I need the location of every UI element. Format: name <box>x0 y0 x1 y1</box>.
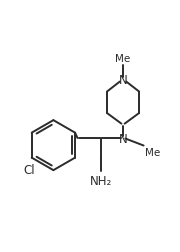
Text: N: N <box>119 74 127 87</box>
Text: Cl: Cl <box>23 163 35 176</box>
Text: NH₂: NH₂ <box>90 174 112 187</box>
Text: N: N <box>119 132 127 145</box>
Text: Me: Me <box>115 54 131 64</box>
Text: Me: Me <box>145 147 160 157</box>
